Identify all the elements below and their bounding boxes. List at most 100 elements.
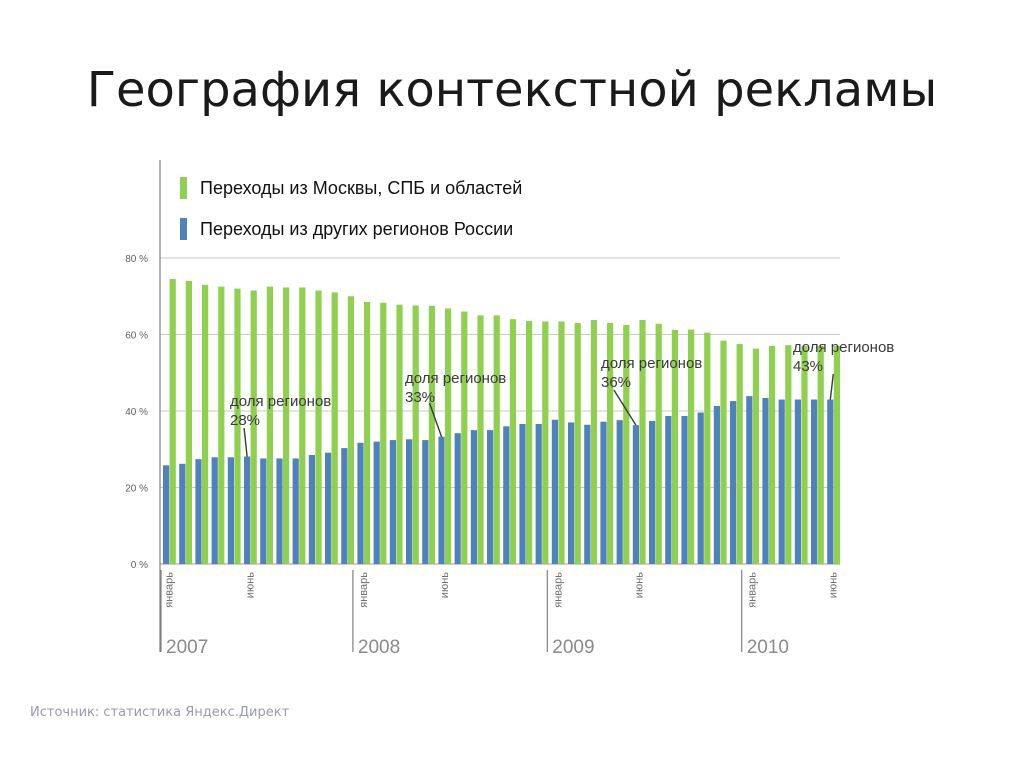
- annotation-value: 33%: [405, 389, 435, 406]
- chart-bars: [163, 279, 840, 564]
- bar-regions: [551, 419, 558, 564]
- bar-moscow: [574, 323, 581, 564]
- bar-regions: [406, 439, 413, 564]
- bar-moscow: [671, 329, 678, 564]
- bar-moscow: [817, 345, 824, 564]
- bar-regions: [762, 397, 769, 564]
- annotation-pointer: [613, 389, 637, 426]
- bar-regions: [276, 458, 283, 564]
- annotation-value: 36%: [601, 374, 631, 391]
- bar-moscow: [752, 348, 759, 564]
- bar-moscow: [542, 321, 549, 564]
- bar-regions: [778, 399, 785, 564]
- chart-annotations: доля регионов 28% доля регионов 33% доля рег…: [230, 339, 894, 457]
- bar-moscow: [704, 332, 711, 564]
- bar-moscow: [347, 296, 354, 564]
- bar-regions: [195, 459, 202, 564]
- annotation-pointer: [428, 402, 443, 437]
- bar-moscow: [412, 305, 419, 564]
- chart-grid: [160, 257, 840, 565]
- bar-moscow: [266, 286, 273, 564]
- bar-regions: [373, 441, 380, 564]
- bar-regions: [308, 454, 315, 564]
- bar-regions: [746, 396, 753, 564]
- bar-regions: [730, 401, 737, 564]
- bar-regions: [584, 424, 591, 564]
- bar-moscow: [801, 345, 808, 564]
- year-label: 2010: [747, 637, 789, 658]
- bar-moscow: [688, 329, 695, 564]
- bar-moscow: [590, 319, 597, 564]
- month-label: январь: [358, 572, 370, 608]
- month-label: июнь: [633, 572, 645, 598]
- bar-moscow: [785, 345, 792, 564]
- legend-swatch-moscow: [180, 177, 187, 199]
- bar-regions: [713, 406, 720, 564]
- bar-regions: [341, 448, 348, 564]
- bar-regions: [616, 420, 623, 564]
- legend-label: Переходы из Москвы, СПБ и областей: [200, 178, 522, 198]
- bar-regions: [211, 457, 218, 564]
- bar-moscow: [202, 284, 209, 564]
- source-note: Источник: статистика Яндекс.Директ: [30, 705, 290, 720]
- bar-moscow: [364, 301, 371, 564]
- bar-moscow: [720, 340, 727, 564]
- bar-moscow: [380, 302, 387, 564]
- bar-moscow: [283, 287, 290, 564]
- month-label: январь: [164, 572, 176, 608]
- bar-moscow: [250, 290, 257, 564]
- annotation-label: доля регионов: [230, 393, 331, 410]
- bar-moscow: [461, 311, 468, 564]
- bar-regions: [179, 463, 186, 564]
- bar-regions: [665, 415, 672, 564]
- bar-moscow: [655, 323, 662, 564]
- bar-moscow: [396, 304, 403, 564]
- bar-regions: [227, 457, 234, 564]
- bar-moscow: [769, 345, 776, 564]
- bar-regions: [438, 436, 445, 564]
- bar-regions: [535, 424, 542, 564]
- bar-moscow: [445, 308, 452, 564]
- year-label: 2007: [166, 637, 208, 658]
- month-label: июнь: [245, 572, 257, 598]
- annotation-pointer: [243, 427, 248, 457]
- bar-moscow: [639, 319, 646, 564]
- bar-regions: [649, 420, 656, 564]
- y-tick-label: 20 %: [125, 484, 148, 495]
- annotation-label: доля регионов: [793, 339, 894, 356]
- y-tick-label: 80 %: [125, 254, 148, 265]
- year-label: 2008: [358, 637, 400, 658]
- slide-title: География контекстной рекламы: [86, 62, 938, 118]
- bar-moscow: [623, 324, 630, 564]
- bar-regions: [632, 425, 639, 564]
- bar-regions: [487, 430, 494, 564]
- bar-regions: [422, 440, 429, 564]
- bar-moscow: [299, 287, 306, 564]
- bar-moscow: [185, 280, 192, 564]
- bar-regions: [568, 422, 575, 564]
- annotation-label: доля регионов: [405, 370, 506, 387]
- bar-moscow: [509, 319, 516, 564]
- bar-regions: [163, 465, 170, 564]
- chart-legend: Переходы из Москвы, СПБ и областей Перехо…: [180, 177, 522, 240]
- bar-moscow: [558, 321, 565, 564]
- month-label: январь: [747, 572, 759, 608]
- bar-moscow: [493, 315, 500, 564]
- month-label: июнь: [439, 572, 451, 598]
- bar-moscow: [331, 292, 338, 564]
- year-label: 2009: [552, 637, 594, 658]
- month-label: июнь: [828, 572, 840, 598]
- bar-regions: [681, 415, 688, 564]
- bar-regions: [811, 399, 818, 564]
- bar-regions: [794, 399, 801, 564]
- bar-moscow: [833, 345, 840, 564]
- bar-regions: [600, 421, 607, 564]
- bar-regions: [389, 440, 396, 564]
- bar-regions: [357, 442, 364, 564]
- bar-moscow: [607, 323, 614, 564]
- bar-moscow: [428, 305, 435, 564]
- bar-regions: [454, 433, 461, 564]
- annotation-value: 43%: [793, 358, 823, 375]
- bar-moscow: [315, 290, 322, 564]
